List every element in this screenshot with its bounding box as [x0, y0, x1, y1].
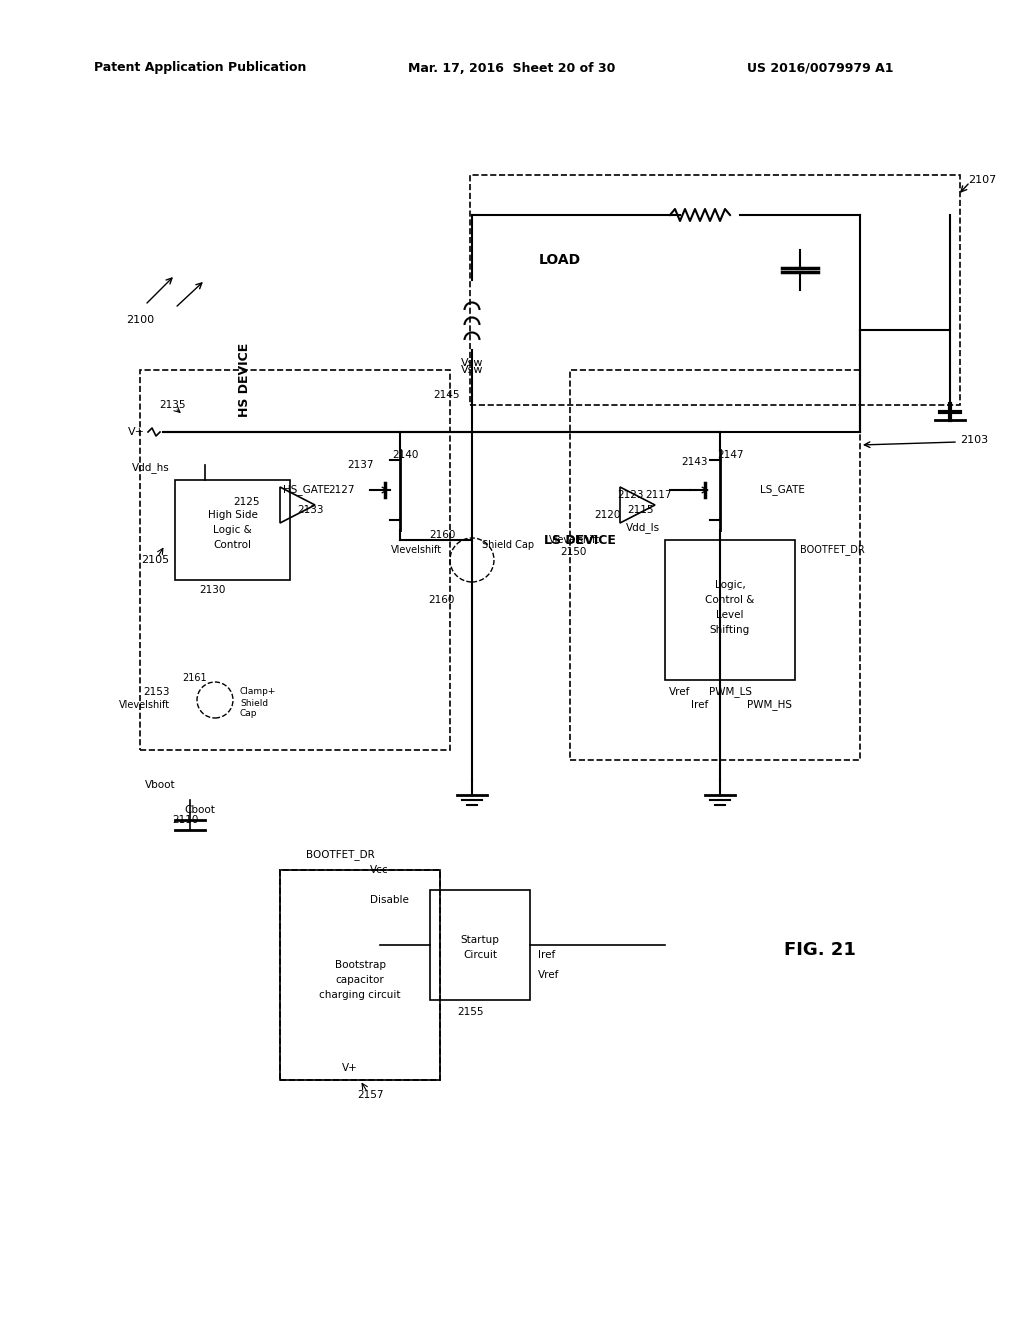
Text: Vsw: Vsw — [461, 358, 483, 368]
Text: Cap: Cap — [240, 710, 257, 718]
Text: Vref: Vref — [538, 970, 559, 979]
Text: 2145: 2145 — [433, 389, 460, 400]
Text: Control: Control — [213, 540, 252, 550]
Text: Startup: Startup — [461, 935, 500, 945]
Text: 2161: 2161 — [182, 673, 207, 682]
Text: Shield: Shield — [240, 698, 268, 708]
Text: 2105: 2105 — [141, 554, 169, 565]
Text: 2120: 2120 — [594, 510, 621, 520]
Text: 2135: 2135 — [159, 400, 185, 411]
Text: Patent Application Publication: Patent Application Publication — [94, 62, 306, 74]
Text: HS_GATE: HS_GATE — [283, 484, 330, 495]
Text: 2127: 2127 — [329, 484, 355, 495]
Text: charging circuit: charging circuit — [319, 990, 400, 1001]
Text: Iref: Iref — [538, 950, 555, 960]
Text: Vsw: Vsw — [461, 366, 483, 375]
Text: BOOTFET_DR: BOOTFET_DR — [800, 545, 864, 556]
Text: Clamp+: Clamp+ — [240, 688, 276, 697]
Text: US 2016/0079979 A1: US 2016/0079979 A1 — [746, 62, 893, 74]
Text: Disable: Disable — [370, 895, 409, 906]
Text: Vdd_ls: Vdd_ls — [626, 523, 660, 533]
Text: Vref: Vref — [670, 686, 690, 697]
Text: 2133: 2133 — [297, 506, 324, 515]
Text: PWM_LS: PWM_LS — [709, 686, 752, 697]
Text: 2123: 2123 — [616, 490, 643, 500]
Text: PWM_HS: PWM_HS — [748, 700, 793, 710]
Text: 2155: 2155 — [457, 1007, 483, 1016]
Text: Vboot: Vboot — [145, 780, 176, 789]
Text: FIG. 21: FIG. 21 — [784, 941, 856, 960]
Text: Mar. 17, 2016  Sheet 20 of 30: Mar. 17, 2016 Sheet 20 of 30 — [409, 62, 615, 74]
Text: Circuit: Circuit — [463, 950, 497, 960]
Text: 2117: 2117 — [645, 490, 672, 500]
Text: Logic,: Logic, — [715, 579, 745, 590]
Text: 2130: 2130 — [200, 585, 225, 595]
Text: 2157: 2157 — [356, 1090, 383, 1100]
Text: 2110: 2110 — [172, 814, 199, 825]
Text: Bootstrap: Bootstrap — [335, 960, 385, 970]
Text: 2160: 2160 — [429, 531, 456, 540]
Text: 2103: 2103 — [961, 436, 988, 445]
Text: 2153: 2153 — [143, 686, 170, 697]
Text: 2143: 2143 — [682, 457, 709, 467]
Text: Shifting: Shifting — [710, 624, 751, 635]
Text: 2100: 2100 — [126, 315, 154, 325]
Text: Cboot: Cboot — [184, 805, 215, 814]
Text: 2107: 2107 — [968, 176, 996, 185]
Text: LS_GATE: LS_GATE — [760, 484, 805, 495]
Text: High Side: High Side — [208, 510, 257, 520]
Text: Vlevelshift: Vlevelshift — [119, 700, 170, 710]
Text: Vdd_hs: Vdd_hs — [132, 462, 170, 474]
Text: Vlevelshift: Vlevelshift — [549, 535, 600, 545]
Text: 2137: 2137 — [347, 459, 374, 470]
Text: V+: V+ — [342, 1063, 357, 1073]
Text: LS DEVICE: LS DEVICE — [544, 533, 616, 546]
Text: capacitor: capacitor — [336, 975, 384, 985]
Text: 2160: 2160 — [429, 595, 455, 605]
Text: 2150: 2150 — [560, 546, 587, 557]
Text: Iref: Iref — [691, 700, 709, 710]
Text: Vcc: Vcc — [370, 865, 389, 875]
Text: 2115: 2115 — [627, 506, 653, 515]
Text: Vlevelshift: Vlevelshift — [391, 545, 442, 554]
Text: 2125: 2125 — [233, 498, 260, 507]
Text: 2147: 2147 — [717, 450, 743, 459]
Text: HS DEVICE: HS DEVICE — [239, 343, 252, 417]
Text: Level: Level — [716, 610, 743, 620]
Text: V+: V+ — [128, 426, 145, 437]
Text: Logic &: Logic & — [213, 525, 252, 535]
Text: LOAD: LOAD — [539, 253, 581, 267]
Text: Control &: Control & — [706, 595, 755, 605]
Text: BOOTFET_DR: BOOTFET_DR — [305, 850, 375, 861]
Text: Shield Cap: Shield Cap — [482, 540, 535, 550]
Text: 2140: 2140 — [392, 450, 418, 459]
